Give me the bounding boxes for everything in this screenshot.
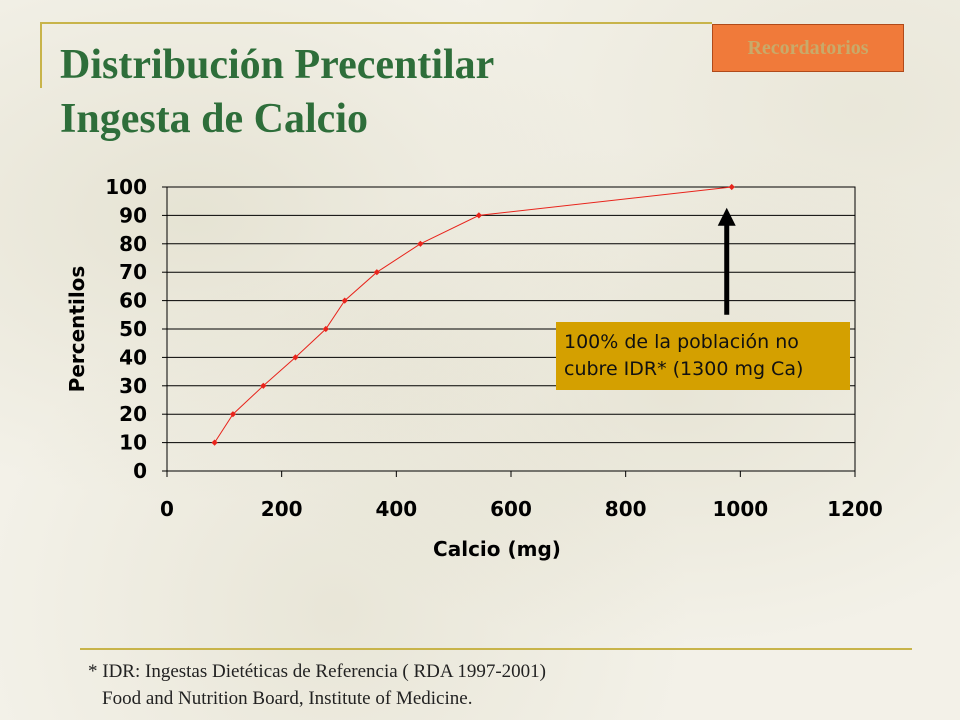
data-point: [322, 325, 329, 333]
annotation-line-1: 100% de la población no: [564, 331, 799, 353]
y-tick-label: 30: [119, 374, 147, 398]
annotation-box: 100% de la población no cubre IDR* (1300…: [556, 322, 850, 390]
y-axis-title: Percentilos: [65, 266, 89, 393]
x-tick-label: 600: [490, 497, 532, 521]
title-line-2: Ingesta de Calcio: [60, 96, 368, 142]
data-point: [341, 297, 348, 304]
data-point: [475, 212, 483, 219]
arrow-annotation: [717, 207, 736, 315]
y-tick-label: 100: [105, 175, 147, 199]
arrow-head: [717, 207, 736, 226]
slide-title: Distribución Precentilar Ingesta de Calc…: [60, 38, 494, 146]
x-tick-label: 800: [605, 497, 647, 521]
y-tick-label: 40: [119, 345, 147, 369]
chart-axes: [162, 186, 856, 477]
recordatorios-button[interactable]: Recordatorios: [712, 24, 904, 72]
y-tick-label: 20: [119, 402, 147, 426]
data-point: [373, 269, 380, 276]
frame-bottom-line: [80, 648, 912, 650]
x-axis-title: Calcio (mg): [433, 537, 561, 561]
footnote-line-1: * IDR: Ingestas Dietéticas de Referencia…: [88, 661, 546, 682]
series-line: [214, 186, 732, 443]
data-point: [292, 354, 299, 361]
x-tick-label: 1200: [827, 497, 883, 521]
y-tick-label: 70: [119, 260, 147, 284]
data-point: [260, 382, 267, 389]
annotation-line-2: cubre IDR* (1300 mg Ca): [564, 358, 804, 380]
frame-left-line: [40, 22, 42, 88]
x-tick-label: 400: [375, 497, 417, 521]
y-tick-label: 10: [119, 431, 147, 455]
footnote: * IDR: Ingestas Dietéticas de Referencia…: [88, 658, 546, 712]
x-tick-label: 0: [160, 497, 174, 521]
x-tick-label: 1000: [712, 497, 768, 521]
y-tick-label: 60: [119, 289, 147, 313]
frame-top-line: [40, 22, 712, 24]
data-point: [211, 439, 218, 446]
title-line-1: Distribución Precentilar: [60, 42, 495, 88]
y-tick-label: 0: [133, 459, 147, 483]
footnote-line-2: Food and Nutrition Board, Institute of M…: [102, 688, 473, 709]
x-tick-label: 200: [261, 497, 303, 521]
y-tick-label: 80: [119, 232, 147, 256]
chart-series: [211, 183, 735, 446]
data-point: [417, 240, 424, 247]
y-tick-label: 50: [119, 317, 147, 341]
data-point: [728, 183, 735, 191]
y-tick-label: 90: [119, 203, 147, 227]
